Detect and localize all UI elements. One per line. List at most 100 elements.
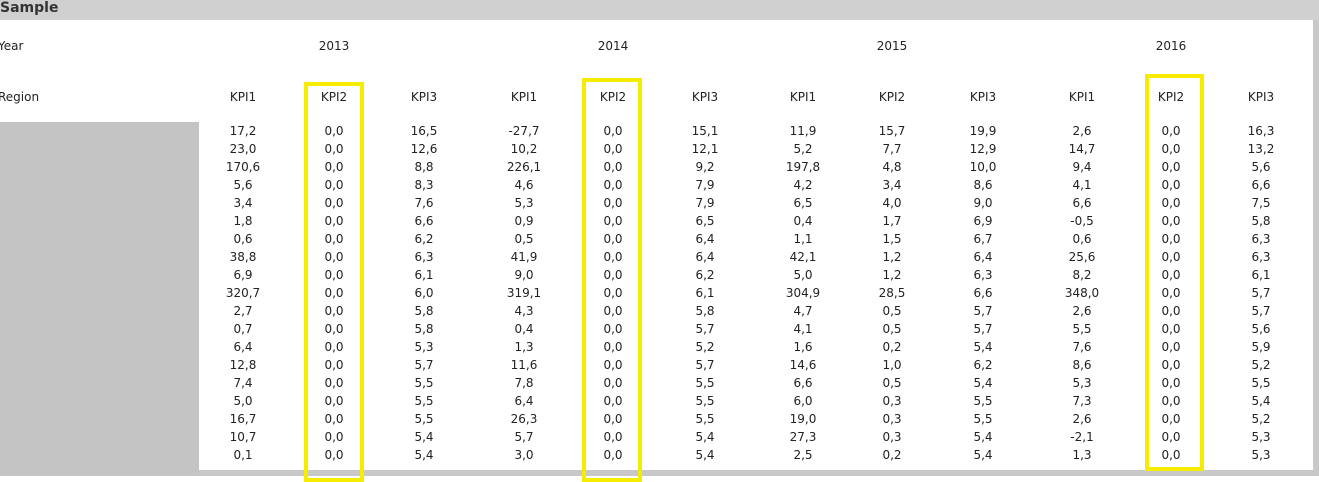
cell: 0,7 [233, 322, 253, 336]
cell: 5,7 [973, 322, 993, 336]
cell: 0,4 [514, 322, 534, 336]
cell: 0,6 [233, 232, 253, 246]
cell: -2,1 [1070, 430, 1094, 444]
scrollbar [1313, 20, 1319, 476]
row-label: Region [0, 90, 40, 104]
cell: 0,0 [1161, 268, 1181, 282]
cell: 0,0 [1161, 160, 1181, 174]
cell: 320,7 [225, 286, 261, 300]
cell: 13,2 [1247, 142, 1275, 156]
cell: -27,7 [508, 124, 540, 138]
cell: 0,0 [603, 268, 623, 282]
cell: 0,0 [603, 430, 623, 444]
cell: 5,3 [1251, 448, 1271, 462]
cell: 6,4 [695, 232, 715, 246]
cell: 15,1 [691, 124, 719, 138]
cell: 0,3 [882, 412, 902, 426]
cell: 4,1 [793, 322, 813, 336]
cell: 5,4 [1251, 394, 1271, 408]
cell: 11,9 [789, 124, 817, 138]
cell: 16,7 [229, 412, 257, 426]
cell: 0,0 [603, 232, 623, 246]
cell: 5,3 [1072, 376, 1092, 390]
cell: 5,2 [695, 340, 715, 354]
cell: 226,1 [506, 160, 542, 174]
cell: 5,3 [414, 340, 434, 354]
cell: 5,5 [695, 376, 715, 390]
cell: 5,2 [1251, 358, 1271, 372]
cell: 5,5 [414, 394, 434, 408]
cell: 6,0 [793, 394, 813, 408]
cell: 5,5 [695, 394, 715, 408]
cell: 6,1 [695, 286, 715, 300]
cell: 0,0 [1161, 430, 1181, 444]
cell: 6,2 [973, 358, 993, 372]
cell: 5,7 [973, 304, 993, 318]
cell: 16,3 [1247, 124, 1275, 138]
cell: 0,4 [793, 214, 813, 228]
cell: 0,0 [324, 268, 344, 282]
year-header: 2014 [597, 39, 629, 53]
cell: 9,4 [1072, 160, 1092, 174]
cell: 1,1 [793, 232, 813, 246]
cell: 9,0 [514, 268, 534, 282]
cell: 0,0 [1161, 124, 1181, 138]
cell: 5,3 [1251, 430, 1271, 444]
cell: 0,0 [603, 142, 623, 156]
cell: 7,9 [695, 178, 715, 192]
cell: 0,0 [324, 232, 344, 246]
cell: 42,1 [789, 250, 817, 264]
cell: 7,9 [695, 196, 715, 210]
cell: 1,3 [1072, 448, 1092, 462]
cell: 6,3 [414, 250, 434, 264]
cell: 16,5 [410, 124, 438, 138]
column-header: KPI1 [229, 90, 257, 104]
cell: 6,5 [793, 196, 813, 210]
cell: 6,2 [414, 232, 434, 246]
cell: 0,0 [603, 214, 623, 228]
cell: 1,2 [882, 250, 902, 264]
column-header: KPI2 [599, 90, 627, 104]
cell: 6,6 [1251, 178, 1271, 192]
cell: 10,0 [969, 160, 997, 174]
year-header: 2013 [318, 39, 350, 53]
cell: 4,6 [514, 178, 534, 192]
cell: 0,0 [1161, 358, 1181, 372]
cell: 2,6 [1072, 124, 1092, 138]
cell: 0,0 [1161, 178, 1181, 192]
cell: 26,3 [510, 412, 538, 426]
year-header: 2016 [1155, 39, 1187, 53]
cell: 6,3 [973, 268, 993, 282]
region-column-fill [0, 122, 199, 476]
cell: 0,9 [514, 214, 534, 228]
cell: 2,7 [233, 304, 253, 318]
cell: 1,3 [514, 340, 534, 354]
title-bar [0, 0, 1319, 20]
cell: 0,2 [882, 340, 902, 354]
cell: 3,4 [233, 196, 253, 210]
cell: 7,4 [233, 376, 253, 390]
cell: 8,6 [1072, 358, 1092, 372]
cell: 1,0 [882, 358, 902, 372]
cell: 0,0 [1161, 448, 1181, 462]
cell: 5,2 [793, 142, 813, 156]
cell: 0,0 [324, 142, 344, 156]
cell: 14,7 [1068, 142, 1096, 156]
cell: 5,3 [514, 196, 534, 210]
cell: 5,4 [695, 448, 715, 462]
cell: 5,5 [973, 412, 993, 426]
cell: 5,8 [414, 304, 434, 318]
cell: 6,4 [695, 250, 715, 264]
cell: 0,0 [324, 322, 344, 336]
column-header: KPI2 [878, 90, 906, 104]
cell: 5,5 [1072, 322, 1092, 336]
column-header: KPI1 [1068, 90, 1096, 104]
cell: 4,0 [882, 196, 902, 210]
cell: 7,8 [514, 376, 534, 390]
cell: 0,0 [1161, 214, 1181, 228]
cell: 0,0 [603, 448, 623, 462]
cell: 6,0 [414, 286, 434, 300]
cell: -0,5 [1070, 214, 1094, 228]
cell: 6,1 [414, 268, 434, 282]
